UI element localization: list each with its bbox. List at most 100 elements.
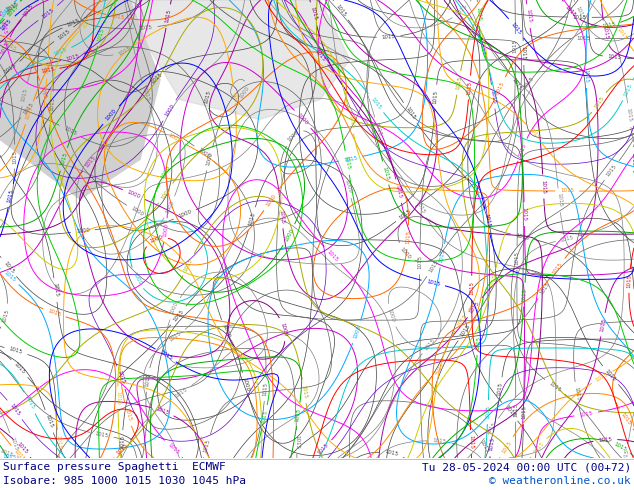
Text: 1015: 1015 — [12, 149, 17, 164]
Text: 1000: 1000 — [129, 206, 144, 218]
Text: 1015: 1015 — [3, 63, 18, 75]
Text: 1015: 1015 — [583, 69, 589, 83]
Text: 1000: 1000 — [287, 129, 300, 143]
Text: 1015: 1015 — [81, 17, 95, 29]
Text: 1015: 1015 — [593, 95, 605, 110]
Text: 1015: 1015 — [417, 255, 422, 270]
Text: 1015: 1015 — [455, 75, 462, 90]
Text: 1015: 1015 — [278, 209, 285, 223]
Text: 1015: 1015 — [149, 72, 163, 85]
Text: 1015: 1015 — [21, 87, 29, 102]
Text: 1015: 1015 — [613, 441, 628, 452]
Text: 1015: 1015 — [60, 152, 68, 167]
Text: 1015: 1015 — [301, 384, 307, 399]
Text: 1015: 1015 — [521, 288, 527, 302]
Text: 1000: 1000 — [205, 151, 214, 166]
Text: 1015: 1015 — [384, 450, 399, 458]
Text: 1015: 1015 — [25, 105, 34, 120]
Text: 1015: 1015 — [514, 251, 519, 265]
Text: 1015: 1015 — [247, 211, 256, 226]
Text: 1000: 1000 — [164, 200, 175, 215]
Text: 1015: 1015 — [489, 89, 496, 104]
Text: 1015: 1015 — [601, 25, 609, 40]
Text: 1015: 1015 — [405, 230, 411, 245]
Text: 1015: 1015 — [620, 412, 632, 426]
Text: 1015: 1015 — [66, 18, 81, 28]
Text: Isobare: 985 1000 1015 1030 1045 hPa: Isobare: 985 1000 1015 1030 1045 hPa — [3, 476, 246, 486]
Text: 1015: 1015 — [513, 39, 518, 53]
Text: 1000: 1000 — [278, 191, 285, 205]
Text: © weatheronline.co.uk: © weatheronline.co.uk — [489, 476, 631, 486]
Text: 1015: 1015 — [52, 283, 59, 297]
Text: 1015: 1015 — [344, 155, 358, 163]
Text: 1015: 1015 — [110, 13, 125, 21]
Text: 1000: 1000 — [126, 190, 141, 199]
Text: 1015: 1015 — [522, 75, 535, 90]
Text: 1015: 1015 — [94, 431, 109, 439]
Text: 1015: 1015 — [203, 89, 211, 104]
Text: 1015: 1015 — [262, 382, 268, 396]
Text: 1000: 1000 — [169, 301, 179, 316]
Text: 1015: 1015 — [469, 281, 474, 295]
Text: Tu 28-05-2024 00:00 UTC (00+72): Tu 28-05-2024 00:00 UTC (00+72) — [422, 462, 631, 472]
Text: 1015: 1015 — [626, 274, 632, 288]
Text: 1015: 1015 — [24, 395, 35, 410]
Text: 1015: 1015 — [117, 370, 126, 385]
Text: 1015: 1015 — [548, 381, 562, 393]
Text: 1015: 1015 — [476, 7, 481, 21]
Text: 1015: 1015 — [485, 405, 491, 419]
Text: 1015: 1015 — [158, 350, 173, 361]
Text: 1015: 1015 — [468, 435, 474, 449]
Text: 1015: 1015 — [6, 3, 19, 18]
Text: 1015: 1015 — [475, 336, 481, 350]
Text: 1015: 1015 — [495, 81, 505, 96]
Text: 1015: 1015 — [23, 3, 35, 17]
Text: 1015: 1015 — [626, 108, 633, 122]
Text: 1015: 1015 — [309, 6, 318, 21]
Text: 1015: 1015 — [174, 387, 189, 398]
Text: 1000: 1000 — [164, 103, 175, 118]
Text: 1015: 1015 — [115, 442, 129, 456]
Text: 1015: 1015 — [483, 214, 491, 228]
Text: 1015: 1015 — [314, 49, 327, 62]
Text: 1000: 1000 — [352, 324, 361, 340]
Text: 1015: 1015 — [576, 36, 590, 41]
Text: 1015: 1015 — [552, 261, 564, 275]
Text: 1000: 1000 — [221, 324, 230, 339]
Text: 1015: 1015 — [510, 76, 522, 91]
Text: 1015: 1015 — [84, 154, 97, 168]
Text: 1015: 1015 — [41, 7, 55, 20]
Text: 1000: 1000 — [231, 92, 238, 106]
Text: 1015: 1015 — [432, 438, 447, 444]
Text: 1015: 1015 — [515, 233, 530, 241]
Text: 1015: 1015 — [0, 449, 14, 459]
Text: 1015: 1015 — [427, 259, 439, 273]
Text: 1015: 1015 — [195, 435, 206, 449]
Text: 1015: 1015 — [439, 248, 446, 263]
Text: 1015: 1015 — [1, 308, 10, 323]
Text: 1015: 1015 — [16, 441, 29, 455]
Text: 1015: 1015 — [335, 3, 347, 18]
Text: 1000: 1000 — [162, 223, 169, 238]
Text: 1015: 1015 — [97, 27, 105, 42]
Text: 1000: 1000 — [387, 308, 396, 323]
Text: 1000: 1000 — [131, 271, 142, 286]
Text: 1015: 1015 — [3, 455, 16, 461]
Text: 1000: 1000 — [197, 147, 211, 160]
Polygon shape — [0, 0, 160, 199]
Text: 1015: 1015 — [433, 362, 446, 375]
Text: 1015: 1015 — [56, 28, 71, 40]
Text: 1015: 1015 — [615, 27, 628, 41]
Text: 1015: 1015 — [294, 435, 299, 449]
Text: 1015: 1015 — [65, 53, 80, 62]
Text: 1015: 1015 — [41, 67, 55, 74]
Text: 1015: 1015 — [6, 1, 20, 13]
Text: 1015: 1015 — [166, 442, 180, 456]
Text: 1015: 1015 — [155, 406, 170, 416]
Text: 1015: 1015 — [39, 85, 48, 99]
Text: 1015: 1015 — [598, 437, 612, 442]
Text: 1015: 1015 — [119, 435, 125, 449]
Text: 1015: 1015 — [488, 437, 495, 452]
Text: 1000: 1000 — [296, 112, 309, 126]
Text: 1015: 1015 — [7, 188, 15, 203]
